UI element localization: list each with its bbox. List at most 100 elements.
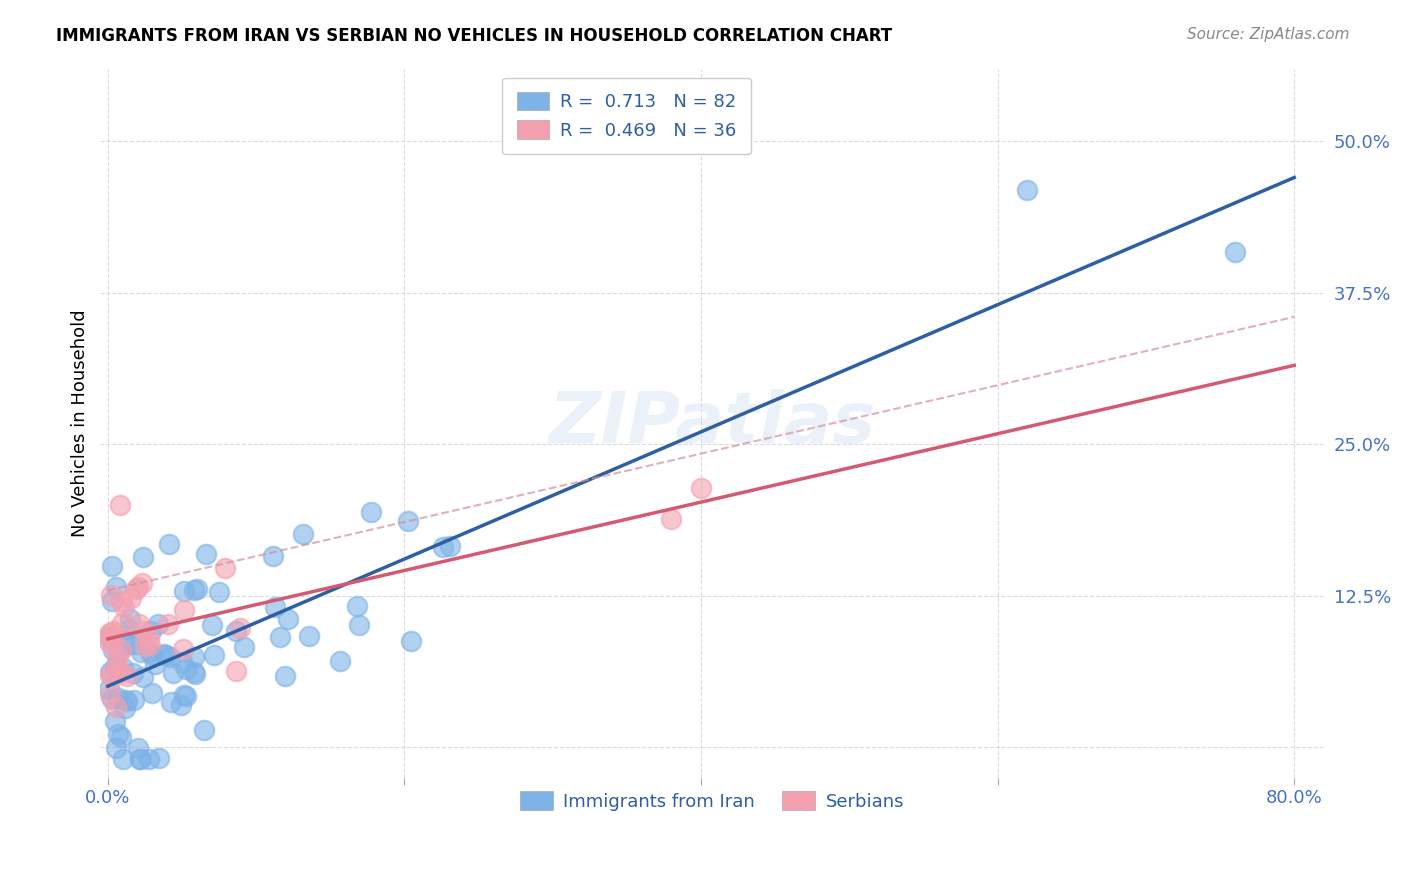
Point [269, 630, 291, 644]
Point [129, 645, 152, 659]
Point [659, 511, 682, 525]
Point [101, 593, 124, 607]
Point [396, 514, 419, 528]
Point [108, 645, 131, 659]
Text: IMMIGRANTS FROM IRAN VS SERBIAN NO VEHICLES IN HOUSEHOLD CORRELATION CHART: IMMIGRANTS FROM IRAN VS SERBIAN NO VEHIC… [56, 27, 893, 45]
Point [401, 633, 423, 648]
Point [439, 539, 461, 553]
Point [134, 639, 156, 653]
Point [193, 723, 215, 737]
Point [174, 662, 197, 676]
Point [108, 498, 131, 512]
Point [110, 594, 132, 608]
Point [100, 588, 122, 602]
Point [117, 638, 139, 652]
Point [131, 576, 153, 591]
Legend: Immigrants from Iran, Serbians: Immigrants from Iran, Serbians [506, 777, 918, 825]
Point [105, 659, 128, 673]
Point [98, 682, 121, 697]
Point [101, 643, 124, 657]
Point [105, 650, 128, 665]
Point [141, 648, 163, 662]
Point [360, 505, 382, 519]
Point [101, 558, 124, 573]
Point [127, 741, 149, 756]
Point [183, 666, 205, 681]
Point [1017, 183, 1039, 197]
Point [132, 624, 155, 638]
Text: ZIPatlas: ZIPatlas [548, 389, 876, 458]
Point [690, 481, 713, 495]
Point [138, 632, 160, 646]
Point [432, 541, 454, 555]
Point [229, 621, 252, 635]
Point [186, 582, 208, 596]
Point [118, 622, 141, 636]
Point [139, 645, 162, 659]
Point [138, 752, 160, 766]
Point [122, 693, 145, 707]
Point [107, 727, 129, 741]
Point [128, 616, 150, 631]
Point [101, 624, 124, 639]
Point [173, 603, 195, 617]
Point [101, 637, 124, 651]
Point [114, 692, 136, 706]
Point [159, 649, 181, 664]
Point [110, 730, 132, 744]
Point [160, 695, 183, 709]
Point [214, 561, 236, 575]
Point [200, 617, 222, 632]
Point [153, 648, 176, 663]
Point [262, 549, 284, 563]
Point [298, 629, 321, 643]
Point [114, 701, 136, 715]
Point [183, 583, 205, 598]
Point [105, 581, 128, 595]
Point [122, 665, 145, 680]
Point [124, 637, 146, 651]
Point [112, 752, 135, 766]
Point [115, 694, 138, 708]
Point [98, 635, 121, 649]
Point [152, 648, 174, 662]
Point [174, 689, 197, 703]
Point [132, 550, 155, 565]
Point [112, 599, 135, 614]
Y-axis label: No Vehicles in Household: No Vehicles in Household [72, 310, 89, 537]
Point [139, 624, 162, 638]
Point [98, 631, 121, 645]
Point [264, 599, 287, 614]
Point [148, 750, 170, 764]
Point [346, 599, 368, 613]
Point [183, 650, 205, 665]
Point [273, 669, 295, 683]
Point [225, 624, 247, 639]
Point [173, 584, 195, 599]
Point [169, 698, 191, 712]
Point [104, 740, 127, 755]
Point [98, 665, 121, 679]
Point [98, 626, 121, 640]
Point [194, 548, 217, 562]
Point [98, 689, 121, 703]
Point [112, 661, 135, 675]
Point [202, 648, 225, 662]
Point [128, 752, 150, 766]
Point [127, 580, 149, 594]
Point [139, 638, 162, 652]
Point [173, 688, 195, 702]
Point [141, 686, 163, 700]
Point [208, 585, 231, 599]
Text: Source: ZipAtlas.com: Source: ZipAtlas.com [1187, 27, 1350, 42]
Point [112, 632, 135, 647]
Point [172, 642, 194, 657]
Point [121, 591, 143, 605]
Point [98, 626, 121, 640]
Point [101, 692, 124, 706]
Point [118, 611, 141, 625]
Point [128, 752, 150, 766]
Point [347, 618, 370, 632]
Point [143, 657, 166, 671]
Point [292, 527, 315, 541]
